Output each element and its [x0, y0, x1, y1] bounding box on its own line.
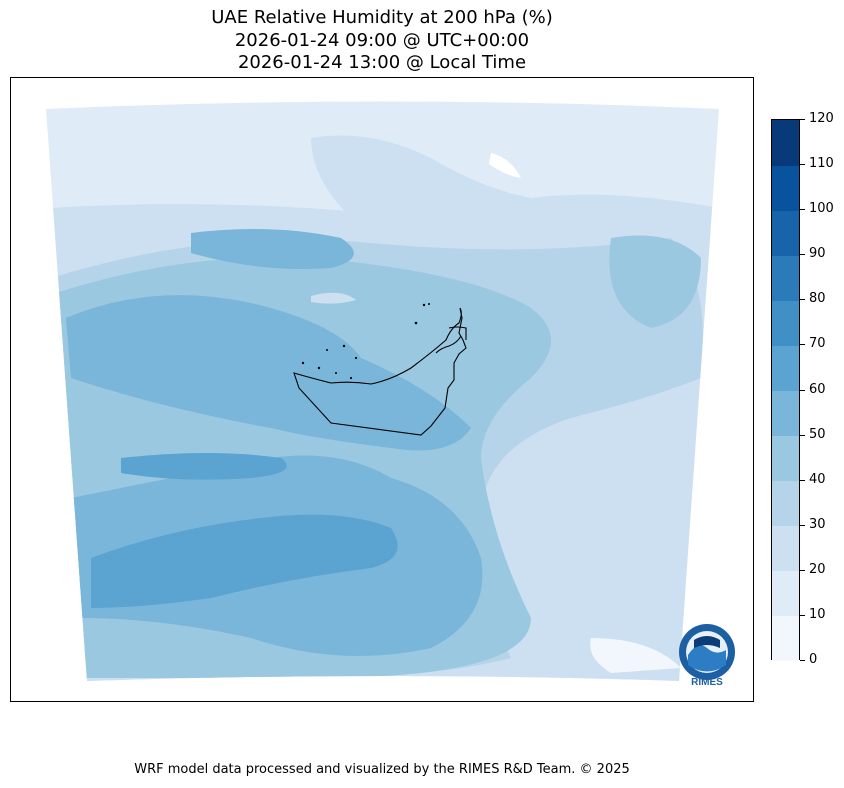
map-title-line1: UAE Relative Humidity at 200 hPa (%) — [211, 7, 553, 28]
uae-boundary — [293, 307, 467, 436]
colorbar-tick — [800, 569, 805, 571]
colorbar-segment — [772, 480, 799, 527]
colorbar-tick-label: 90 — [809, 246, 826, 262]
svg-text:RIMES: RIMES — [691, 677, 723, 688]
colorbar-segment — [772, 345, 799, 391]
colorbar-tick-label: 60 — [809, 381, 826, 397]
colorbar-segment — [772, 210, 799, 256]
colorbar-tick — [800, 254, 805, 256]
colorbar-tick-label: 50 — [809, 426, 826, 442]
colorbar-tick-label: 0 — [809, 652, 818, 667]
colorbar-tick — [800, 299, 805, 301]
colorbar-tick-label: 70 — [809, 336, 826, 352]
colorbar-segment — [772, 255, 799, 301]
footer-credit: WRF model data processed and visualized … — [134, 762, 630, 777]
colorbar-tick-label: 100 — [809, 201, 834, 217]
colorbar-segment — [772, 390, 799, 437]
colorbar-tick-label: 20 — [809, 561, 826, 577]
map-title-line2: 2026-01-24 09:00 @ UTC+00:00 — [234, 30, 530, 51]
colorbar-segment — [772, 615, 799, 662]
colorbar-tick-label: 40 — [809, 471, 826, 487]
colorbar-segment — [772, 525, 799, 572]
colorbar-tick-label: 10 — [809, 606, 826, 622]
map-panel — [10, 77, 754, 702]
colorbar-tick — [800, 389, 805, 391]
colorbar — [771, 119, 800, 662]
colorbar-segment — [772, 570, 799, 617]
colorbar-tick — [800, 209, 805, 211]
colorbar-tick — [800, 164, 805, 166]
colorbar-tick — [800, 524, 805, 526]
colorbar-segment — [772, 165, 799, 211]
colorbar-tick — [800, 344, 805, 346]
humidity-map — [46, 101, 719, 681]
colorbar-tick-label: 30 — [809, 516, 826, 532]
colorbar-tick-label: 120 — [809, 111, 834, 126]
colorbar-segment — [772, 120, 799, 166]
colorbar-tick — [800, 660, 805, 661]
rimes-logo: RIMES — [676, 620, 738, 692]
colorbar-tick-label: 110 — [809, 156, 834, 172]
colorbar-tick-label: 80 — [809, 291, 826, 307]
colorbar-tick — [800, 434, 805, 436]
map-title-line3: 2026-01-24 13:00 @ Local Time — [237, 52, 527, 73]
colorbar-segment — [772, 300, 799, 346]
colorbar-tick — [800, 614, 805, 616]
colorbar-tick — [800, 479, 805, 481]
colorbar-tick — [800, 119, 805, 120]
colorbar-segment — [772, 435, 799, 482]
uae-islands — [301, 303, 430, 380]
humidity-fill-layer — [46, 101, 719, 681]
